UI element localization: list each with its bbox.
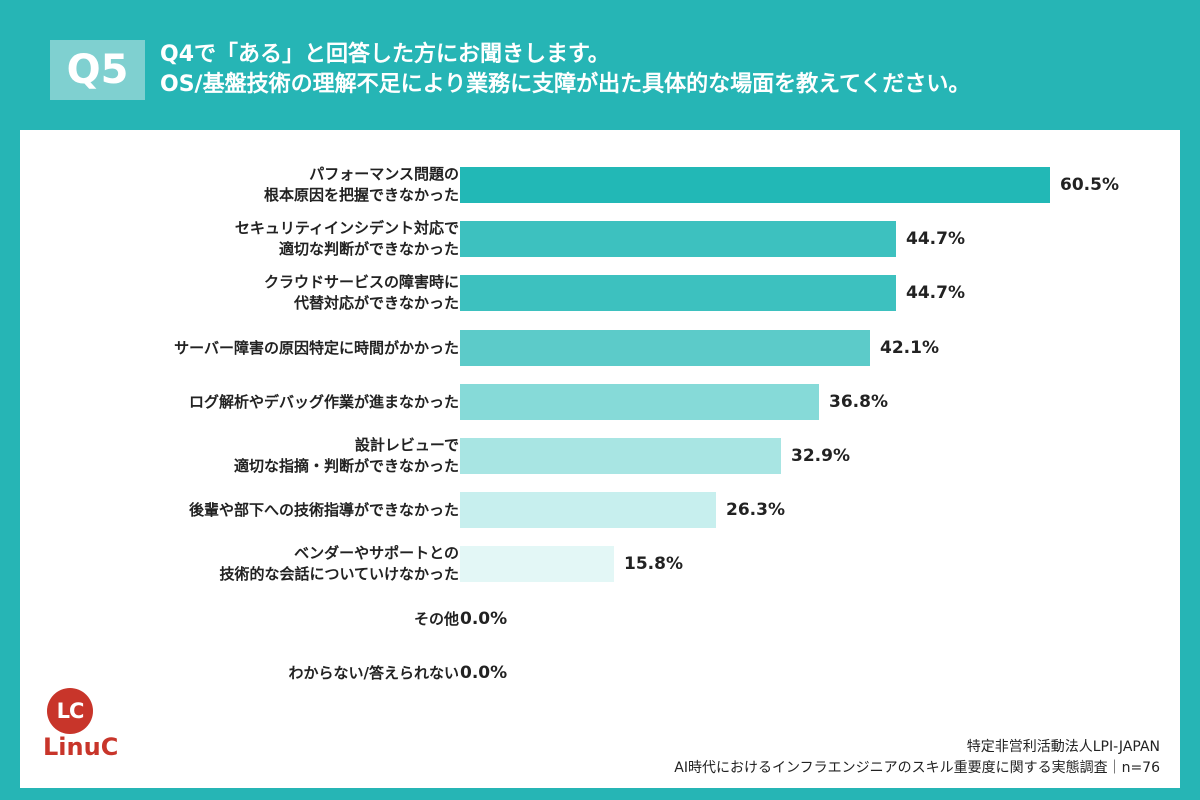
bar [460,546,614,582]
question-title-line-1: Q4で「ある」と回答した方にお聞きします。 [160,42,610,67]
source-survey: AI時代におけるインフラエンジニアのスキル重要度に関する実態調査｜n=76 [674,760,1160,776]
header: Q5 Q4で「ある」と回答した方にお聞きします。 OS/基盤技術の理解不足により… [0,0,1200,128]
value-label: 36.8% [829,392,888,412]
value-label: 44.7% [906,229,965,249]
value-label: 60.5% [1060,175,1119,195]
category-label: ベンダーやサポートとの 技術的な会話についていけなかった [219,544,459,583]
bar [460,384,819,420]
category-label: その他 [413,609,459,628]
chart-row: わからない/答えられない 0.0% [20,647,1180,699]
question-title-line-2: OS/基盤技術の理解不足により業務に支障が出た具体的な場面を教えてください。 [160,72,971,97]
bar [460,330,870,366]
chart-row: 設計レビューで 適切な指摘・判断ができなかった 32.9% [20,430,1180,482]
chart-row: セキュリティインシデント対応で 適切な判断ができなかった 44.7% [20,213,1180,265]
bar [460,221,896,257]
category-label: パフォーマンス問題の 根本原因を把握できなかった [263,165,459,204]
category-label: サーバー障害の原因特定に時間がかかった [174,338,459,357]
value-label: 26.3% [726,500,785,520]
value-label: 15.8% [624,554,683,574]
logo-wordmark: LinuC [43,733,119,761]
chart-row: クラウドサービスの障害時に 代替対応ができなかった 44.7% [20,267,1180,319]
category-label: クラウドサービスの障害時に 代替対応ができなかった [263,273,459,312]
source-organization: 特定非営利活動法人LPI-JAPAN [966,739,1160,755]
chart-row: 後輩や部下への技術指導ができなかった 26.3% [20,484,1180,536]
bar [460,275,896,311]
bar [460,492,716,528]
category-label: セキュリティインシデント対応で 適切な判断ができなかった [234,219,459,258]
category-label: わからない/答えられない [288,663,459,682]
chart-row: ベンダーやサポートとの 技術的な会話についていけなかった 15.8% [20,538,1180,590]
category-label: 後輩や部下への技術指導ができなかった [188,500,459,519]
linuc-logo: LC LinuC [43,688,118,768]
source-note: 特定非営利活動法人LPI-JAPAN AI時代におけるインフラエンジニアのスキル… [674,737,1160,779]
value-label: 44.7% [906,283,965,303]
bar [460,438,781,474]
logo-mark: LC [47,688,93,734]
value-label: 42.1% [880,338,939,358]
value-label: 32.9% [791,446,850,466]
category-label: ログ解析やデバッグ作業が進まなかった [188,392,459,411]
category-label: 設計レビューで 適切な指摘・判断ができなかった [233,436,459,475]
bar [460,167,1050,203]
chart-panel: パフォーマンス問題の 根本原因を把握できなかった 60.5% セキュリティインシデン… [20,130,1180,788]
value-label: 0.0% [460,663,508,683]
chart-row: サーバー障害の原因特定に時間がかかった 42.1% [20,322,1180,374]
chart-row: パフォーマンス問題の 根本原因を把握できなかった 60.5% [20,159,1180,211]
chart-row: ログ解析やデバッグ作業が進まなかった 36.8% [20,376,1180,428]
question-title: Q4で「ある」と回答した方にお聞きします。 OS/基盤技術の理解不足により業務に… [160,40,1170,100]
chart-row: その他 0.0% [20,593,1180,645]
value-label: 0.0% [460,609,508,629]
question-badge: Q5 [50,40,145,100]
